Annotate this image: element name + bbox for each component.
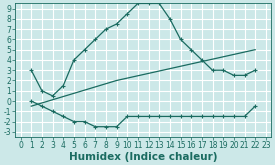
X-axis label: Humidex (Indice chaleur): Humidex (Indice chaleur) (69, 151, 218, 162)
